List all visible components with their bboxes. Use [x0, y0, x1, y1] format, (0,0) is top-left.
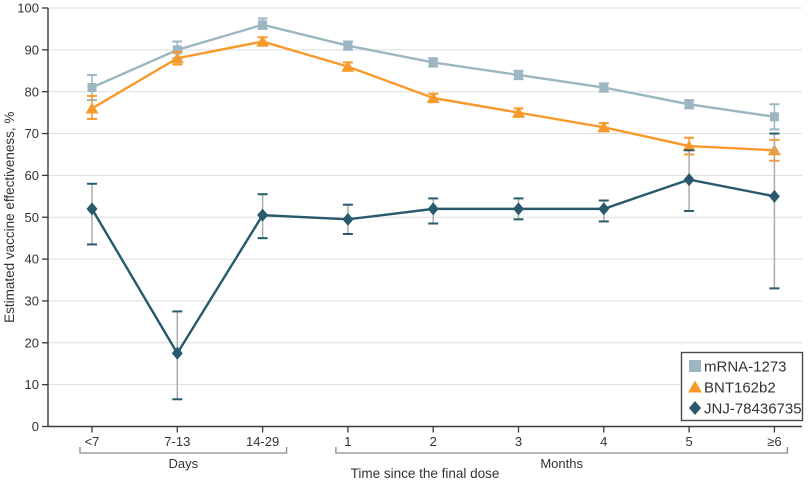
y-tick-label: 10 — [25, 377, 39, 392]
square-marker — [87, 83, 97, 93]
series-JNJ-78436735 — [86, 132, 780, 401]
legend-item-label: JNJ-78436735 — [704, 400, 802, 417]
series-BNT162b2 — [85, 35, 781, 162]
y-tick-label: 30 — [25, 294, 39, 309]
triangle-marker — [512, 106, 525, 118]
legend-square-icon — [689, 360, 701, 372]
legend-diamond-icon — [689, 401, 701, 415]
category-group-brackets: Days Months — [79, 447, 789, 471]
axes: 0 10 20 30 40 50 60 70 80 90 100 <7 7-13 14-29 1 2 3 4 5 ≥6 — [17, 1, 802, 449]
error-bars — [87, 132, 780, 401]
triangle-marker — [341, 60, 355, 72]
x-tick-label: 5 — [685, 434, 692, 449]
y-tick-label: 90 — [25, 42, 39, 57]
x-tick-label: 1 — [344, 434, 351, 449]
legend-item-label: BNT162b2 — [704, 379, 776, 396]
y-tick-label: 80 — [25, 84, 39, 99]
data-points — [86, 173, 780, 360]
diamond-marker — [427, 202, 439, 216]
legend-item-label: mRNA-1273 — [704, 358, 787, 375]
triangle-marker — [597, 121, 611, 133]
triangle-marker — [85, 102, 99, 114]
diamond-marker — [768, 189, 780, 203]
group-label-months: Months — [540, 456, 583, 471]
square-marker — [684, 99, 694, 109]
y-tick-label: 50 — [25, 210, 39, 225]
x-tick-label: 2 — [430, 434, 437, 449]
x-tick-label: ≥6 — [767, 434, 781, 449]
y-tick-label: 20 — [25, 335, 39, 350]
square-marker — [258, 20, 268, 30]
square-marker — [343, 41, 353, 51]
x-tick-label: 4 — [600, 434, 607, 449]
square-marker — [172, 45, 182, 55]
triangle-marker — [682, 140, 696, 152]
series-mRNA-1273 — [87, 17, 780, 131]
diamond-marker — [171, 346, 183, 360]
triangle-marker — [170, 52, 184, 64]
y-tick-label: 70 — [25, 126, 39, 141]
x-axis-title: Time since the final dose — [351, 466, 500, 481]
diamond-marker — [683, 173, 695, 187]
diamond-marker — [86, 202, 98, 216]
error-bars — [87, 17, 780, 131]
y-tick-label: 100 — [17, 1, 39, 16]
y-tick-label: 40 — [25, 252, 39, 267]
x-tick-label: 3 — [515, 434, 522, 449]
y-axis-title: Estimated vaccine effectiveness, % — [2, 112, 17, 323]
x-tick-label: 7-13 — [164, 434, 190, 449]
group-label-days: Days — [168, 456, 198, 471]
diamond-marker — [342, 212, 354, 226]
y-tick-label: 0 — [32, 419, 39, 434]
legend-triangle-icon — [688, 380, 702, 393]
square-marker — [599, 83, 609, 93]
triangle-marker — [256, 35, 270, 47]
data-points — [85, 35, 781, 156]
square-marker — [428, 57, 438, 67]
gridlines — [48, 7, 802, 386]
legend: mRNA-1273 BNT162b2 JNJ-78436735 — [680, 351, 804, 422]
diamond-marker — [513, 202, 524, 216]
y-tick-label: 60 — [25, 168, 39, 183]
data-points — [87, 20, 779, 122]
diamond-marker — [598, 202, 610, 216]
diamond-marker — [257, 208, 269, 222]
x-tick-label: 14-29 — [246, 434, 279, 449]
x-tick-label: <7 — [85, 434, 100, 449]
triangle-marker — [426, 91, 440, 103]
square-marker — [769, 112, 779, 122]
square-marker — [514, 70, 523, 80]
